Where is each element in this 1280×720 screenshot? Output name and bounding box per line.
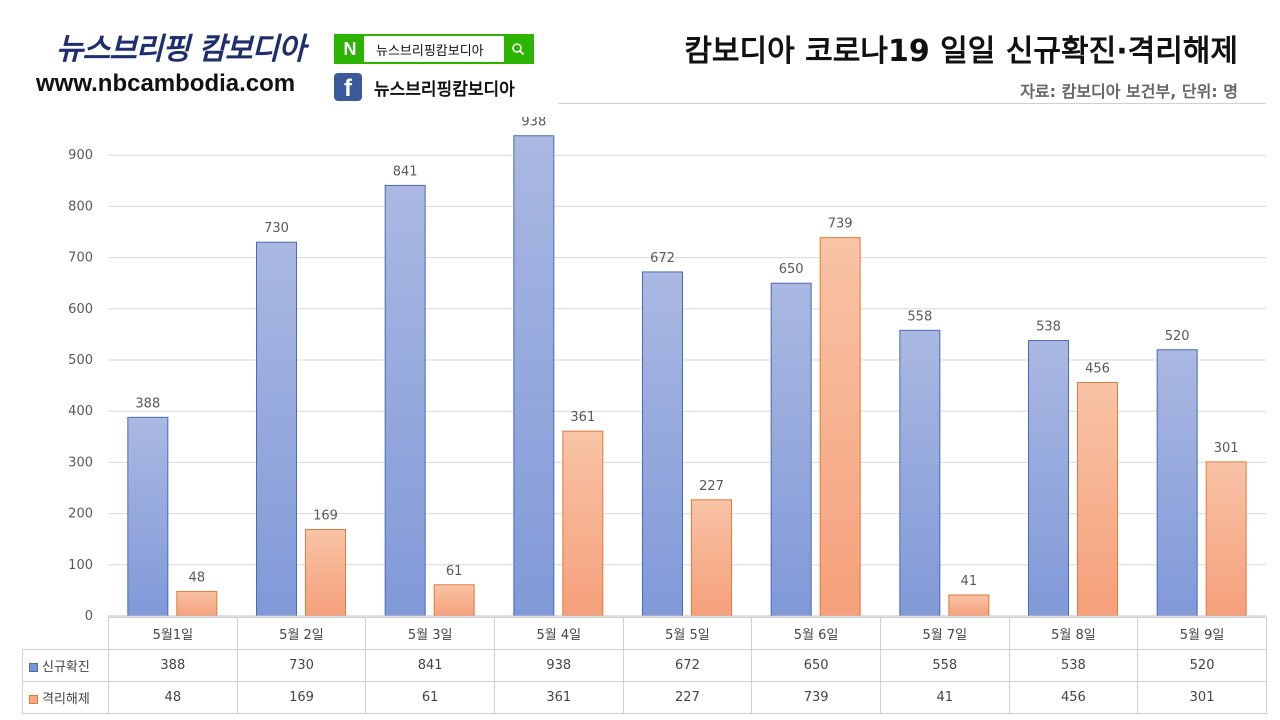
y-tick-label: 100 xyxy=(68,558,93,573)
brand-url[interactable]: www.nbcambodia.com xyxy=(36,70,296,97)
data-label: 558 xyxy=(907,309,932,324)
data-label: 48 xyxy=(189,570,206,585)
legend-swatch xyxy=(29,695,38,704)
facebook-icon: f xyxy=(334,73,362,101)
chart-title: 캄보디아 코로나19 일일 신규확진·격리해제 xyxy=(684,34,1238,69)
table-corner xyxy=(22,617,109,650)
search-icon[interactable] xyxy=(504,36,532,62)
data-label: 672 xyxy=(650,251,675,266)
legend-label: 격리해제 xyxy=(42,692,90,707)
data-label: 227 xyxy=(699,479,724,494)
data-label: 520 xyxy=(1165,329,1190,344)
table-cell: 41 xyxy=(879,681,1010,714)
data-label: 169 xyxy=(313,508,338,523)
data-label: 301 xyxy=(1214,441,1239,456)
legend-swatch xyxy=(29,663,38,672)
bar-recovered xyxy=(562,430,604,617)
bar-recovered xyxy=(819,237,861,617)
table-cell: 227 xyxy=(622,681,753,714)
y-tick-label: 700 xyxy=(68,251,93,266)
bar-new-cases xyxy=(513,135,555,617)
x-tick-label: 5월 5일 xyxy=(622,617,753,650)
data-label: 388 xyxy=(135,396,160,411)
table-header-row: 5월1일 5월 2일 5월 3일 5월 4일 5월 5일 5월 6일 5월 7일 5월 8일 5… xyxy=(22,617,1267,650)
table-cell: 730 xyxy=(236,649,367,682)
y-tick-label: 200 xyxy=(68,507,93,522)
data-label: 538 xyxy=(1036,320,1061,335)
legend-label: 신규확진 xyxy=(42,660,90,675)
table-cell: 538 xyxy=(1008,649,1139,682)
bar-recovered xyxy=(948,594,990,617)
facebook-page-name: 뉴스브리핑캄보디아 xyxy=(374,79,515,100)
bar-new-cases xyxy=(1028,340,1069,617)
naver-logo-icon: N xyxy=(336,36,364,62)
x-tick-label: 5월1일 xyxy=(108,617,238,650)
table-cell: 672 xyxy=(622,649,753,682)
bar-recovered xyxy=(1077,382,1118,617)
bar-new-cases xyxy=(127,416,169,617)
table-cell: 650 xyxy=(751,649,881,682)
data-label: 739 xyxy=(828,217,853,232)
title-divider xyxy=(558,103,1266,104)
table-cell: 61 xyxy=(365,681,495,714)
x-tick-label: 5월 2일 xyxy=(236,617,367,650)
bar-new-cases xyxy=(899,329,941,617)
table-cell: 938 xyxy=(493,649,624,682)
bar-new-cases xyxy=(770,282,812,617)
y-tick-label: 300 xyxy=(68,455,93,470)
bar-recovered xyxy=(1205,461,1247,617)
table-cell: 388 xyxy=(108,649,238,682)
table-cell: 48 xyxy=(108,681,238,714)
table-row: 신규확진 388 730 841 938 672 650 558 538 520 xyxy=(22,649,1267,682)
bar-recovered xyxy=(691,499,732,617)
data-label: 650 xyxy=(779,262,804,277)
data-label: 61 xyxy=(446,564,463,579)
naver-search-box[interactable]: N 뉴스브리핑캄보디아 xyxy=(334,34,534,64)
y-tick-label: 400 xyxy=(68,404,93,419)
y-tick-label: 900 xyxy=(68,148,93,163)
data-label: 841 xyxy=(393,164,418,179)
facebook-link[interactable]: f 뉴스브리핑캄보디아 xyxy=(334,72,515,102)
bar-new-cases xyxy=(256,241,297,617)
y-tick-label: 800 xyxy=(68,199,93,214)
y-tick-label: 600 xyxy=(68,302,93,317)
table-cell: 456 xyxy=(1008,681,1139,714)
bar-new-cases xyxy=(642,271,683,617)
data-label: 938 xyxy=(521,115,546,130)
table-cell: 520 xyxy=(1137,649,1267,682)
data-label: 41 xyxy=(961,574,978,589)
table-cell: 301 xyxy=(1137,681,1267,714)
table-cell: 841 xyxy=(365,649,495,682)
bar-recovered xyxy=(433,584,475,617)
table-cell: 169 xyxy=(236,681,367,714)
x-tick-label: 5월 8일 xyxy=(1008,617,1139,650)
legend-entry: 신규확진 xyxy=(22,649,109,682)
table-row: 격리해제 48 169 61 361 227 739 41 456 301 xyxy=(22,681,1267,714)
x-tick-label: 5월 7일 xyxy=(879,617,1010,650)
data-label: 361 xyxy=(570,410,595,425)
y-tick-label: 500 xyxy=(68,353,93,368)
data-label: 456 xyxy=(1085,362,1110,377)
x-tick-label: 5월 6일 xyxy=(751,617,881,650)
bar-new-cases xyxy=(1156,349,1198,617)
table-cell: 739 xyxy=(751,681,881,714)
data-label: 730 xyxy=(264,221,289,236)
bar-new-cases xyxy=(384,184,426,617)
bar-recovered xyxy=(176,590,218,617)
brand-title: 뉴스브리핑 캄보디아 xyxy=(56,32,306,67)
y-tick-label: 0 xyxy=(85,609,93,624)
table-cell: 558 xyxy=(879,649,1010,682)
naver-search-text: 뉴스브리핑캄보디아 xyxy=(376,43,484,59)
x-tick-label: 5월 9일 xyxy=(1137,617,1267,650)
table-cell: 361 xyxy=(493,681,624,714)
data-table: 5월1일 5월 2일 5월 3일 5월 4일 5월 5일 5월 6일 5월 7일 5월 8일 5… xyxy=(22,617,1267,714)
bar-recovered xyxy=(305,528,346,617)
x-tick-label: 5월 3일 xyxy=(365,617,495,650)
x-tick-label: 5월 4일 xyxy=(493,617,624,650)
chart-subtitle: 자료: 캄보디아 보건부, 단위: 명 xyxy=(1020,82,1238,101)
legend-entry: 격리해제 xyxy=(22,681,109,714)
